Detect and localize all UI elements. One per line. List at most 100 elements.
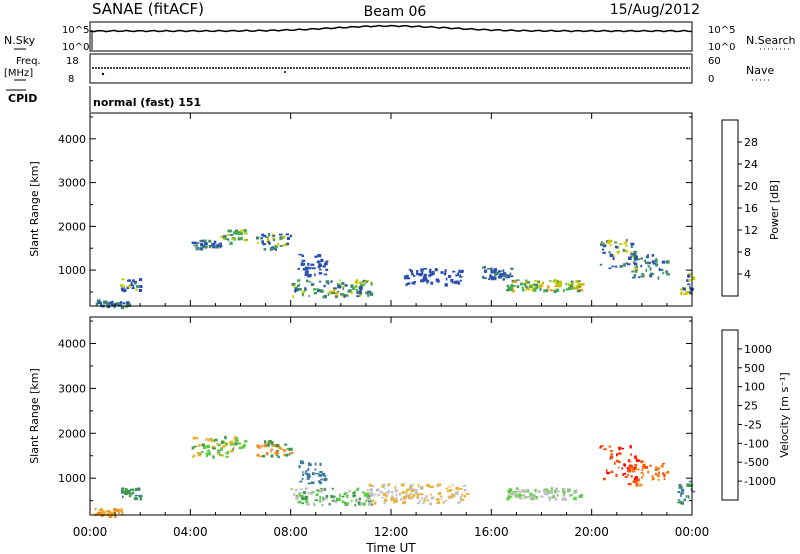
range-cell: [510, 495, 513, 498]
range-cell: [609, 243, 612, 247]
colorbar-tick-label: 1000: [744, 343, 772, 356]
range-cell: [134, 487, 138, 492]
nave-tick-top: 60: [708, 56, 721, 67]
range-cell: [610, 470, 614, 474]
range-cell: [635, 269, 638, 273]
range-cell: [504, 274, 507, 278]
range-cell: [416, 502, 421, 505]
range-cell: [120, 305, 125, 310]
range-cell: [490, 270, 493, 274]
range-cell: [567, 490, 571, 493]
range-cell: [424, 496, 428, 500]
range-cell: [533, 288, 537, 292]
range-cell: [509, 285, 513, 288]
range-cell: [567, 488, 572, 491]
range-cell: [618, 447, 621, 451]
range-cell: [244, 439, 248, 443]
range-cell: [132, 491, 135, 494]
range-cell: [306, 279, 309, 283]
range-cell: [383, 501, 386, 504]
range-cell: [402, 501, 406, 505]
range-cell: [327, 292, 330, 296]
range-cell: [325, 260, 329, 263]
range-cell: [304, 266, 309, 270]
range-cell: [265, 236, 269, 239]
range-cell: [631, 468, 634, 472]
range-cell: [536, 496, 538, 499]
range-cell: [577, 282, 582, 286]
range-cell: [135, 498, 139, 501]
range-cell: [551, 487, 553, 490]
range-cell: [309, 280, 312, 283]
range-cell: [497, 270, 501, 273]
range-cell: [455, 274, 458, 277]
range-cell: [367, 294, 370, 297]
range-cell: [420, 268, 424, 272]
range-cell: [205, 245, 208, 248]
range-cell: [640, 476, 643, 479]
range-cell: [527, 496, 531, 499]
range-cell: [121, 487, 125, 491]
range-cell: [619, 242, 622, 246]
range-cell: [358, 497, 361, 501]
range-cell: [215, 245, 220, 249]
range-cell: [424, 274, 427, 277]
range-cell: [429, 268, 432, 271]
range-cell: [127, 489, 131, 492]
range-cell: [243, 444, 246, 447]
range-cell: [341, 495, 345, 498]
range-cell: [489, 274, 492, 278]
range-cell: [517, 493, 522, 497]
range-cell: [120, 301, 123, 304]
range-cell: [337, 291, 340, 293]
range-cell: [205, 452, 209, 456]
range-cell: [677, 501, 681, 504]
range-cell: [216, 442, 219, 445]
range-cell: [267, 233, 270, 237]
range-cell: [368, 500, 372, 503]
range-cell: [208, 245, 212, 247]
range-cell: [364, 279, 366, 282]
range-cell: [233, 231, 237, 235]
range-cell: [630, 475, 633, 478]
range-cell: [642, 274, 645, 278]
range-cell: [638, 484, 642, 487]
range-cell: [212, 447, 216, 450]
range-cell: [211, 439, 214, 442]
range-cell: [409, 486, 413, 489]
nave-tick-bottom: 0: [708, 74, 714, 85]
range-cell: [334, 499, 338, 504]
range-cell: [201, 247, 204, 250]
range-cell: [381, 496, 384, 499]
power-colorbar: 28 24 20 16 12 8 4: [721, 119, 758, 297]
range-cell: [308, 266, 312, 270]
range-cell: [559, 283, 563, 287]
range-cell: [680, 291, 683, 295]
range-cell: [562, 289, 565, 292]
range-cell: [244, 232, 248, 235]
range-cell: [207, 449, 210, 453]
range-cell: [627, 460, 631, 463]
range-cell: [226, 234, 229, 236]
range-cell: [138, 289, 143, 293]
range-cell: [426, 484, 430, 487]
range-cell: [530, 495, 534, 499]
range-cell: [417, 484, 420, 488]
range-cell: [323, 284, 326, 288]
range-cell: [264, 440, 267, 444]
range-cell: [138, 494, 143, 498]
range-cell: [683, 287, 686, 291]
range-cell: [114, 514, 117, 519]
range-cell: [272, 239, 276, 242]
range-cell: [200, 242, 203, 246]
range-cell: [314, 468, 317, 471]
range-cell: [267, 240, 270, 244]
range-cell: [368, 483, 372, 487]
range-cell: [665, 270, 668, 273]
range-cell: [271, 233, 275, 236]
range-cell: [411, 281, 416, 285]
range-cell: [405, 490, 408, 494]
range-cell: [550, 489, 554, 492]
range-cell: [655, 472, 657, 476]
range-cell: [344, 502, 346, 504]
